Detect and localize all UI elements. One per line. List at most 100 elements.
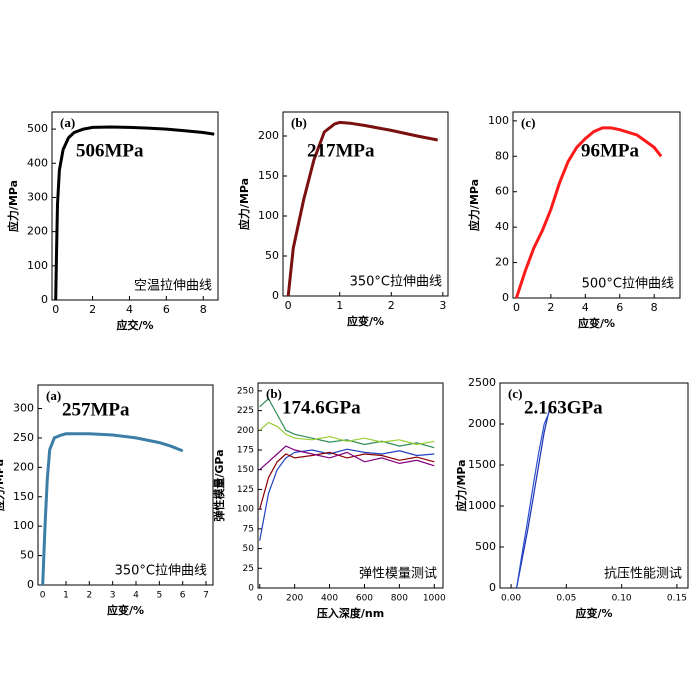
y-tick-label: 60	[495, 185, 509, 198]
x-axis-label: 应交/%	[116, 318, 153, 332]
plot-frame	[257, 382, 444, 589]
curve	[259, 397, 435, 449]
y-tick-label: 175	[237, 446, 254, 456]
y-axis-label: 应力/MPa	[237, 178, 251, 230]
y-tick-label: 125	[237, 485, 254, 495]
y-tick-label: 2000	[468, 417, 496, 430]
x-axis-label: 应变/%	[347, 314, 384, 328]
x-tick-label: 800	[391, 594, 408, 604]
curve	[259, 421, 435, 446]
y-tick-label: 300	[13, 402, 34, 415]
annotation: 96MPa	[581, 140, 640, 161]
curve	[259, 451, 435, 510]
y-tick-label: 200	[13, 460, 34, 473]
x-axis-label: 应变/%	[578, 316, 615, 330]
y-tick-label: 225	[237, 406, 254, 416]
curve	[516, 410, 551, 589]
caption: 350°C拉伸曲线	[350, 275, 442, 290]
y-axis-label: 应力/MPa	[467, 179, 481, 231]
y-axis-label: 应力/MPa	[454, 459, 468, 511]
plot-frame	[51, 111, 219, 301]
y-tick-label: 0	[272, 289, 279, 302]
x-tick-label: 4	[582, 301, 589, 314]
x-tick-label: 0.15	[667, 594, 687, 604]
y-tick-label: 25	[243, 564, 254, 574]
x-tick-label: 2	[86, 591, 92, 601]
x-tick-label: 200	[286, 594, 303, 604]
x-tick-label: 0.10	[612, 594, 632, 604]
x-tick-label: 1	[63, 591, 69, 601]
y-tick-label: 300	[27, 190, 48, 203]
y-tick-label: 250	[13, 431, 34, 444]
x-tick-label: 1	[336, 299, 343, 312]
x-axis-label: 应变/%	[575, 606, 612, 620]
caption: 空温拉伸曲线	[134, 279, 212, 294]
plot-frame	[37, 384, 214, 586]
x-tick-label: 8	[200, 303, 207, 316]
y-tick-label: 80	[495, 149, 509, 162]
x-tick-label: 0.00	[501, 594, 521, 604]
y-tick-label: 1000	[468, 499, 496, 512]
y-tick-label: 0	[489, 581, 496, 594]
curve	[259, 448, 435, 541]
y-tick-label: 75	[243, 524, 254, 534]
x-tick-label: 3	[439, 299, 446, 312]
panel-label: (a)	[60, 115, 75, 130]
y-tick-label: 500	[475, 540, 496, 553]
x-tick-label: 0	[40, 591, 46, 601]
panel-label: (b)	[266, 386, 282, 401]
caption: 抗压性能测试	[604, 567, 682, 582]
x-axis-label: 应变/%	[107, 603, 144, 617]
annotation: 174.6GPa	[282, 397, 361, 418]
x-tick-label: 2	[89, 303, 96, 316]
x-tick-label: 8	[651, 301, 658, 314]
caption: 500°C拉伸曲线	[582, 277, 674, 292]
plot-frame	[282, 111, 449, 297]
plot-frame	[499, 382, 689, 589]
y-tick-label: 50	[20, 549, 34, 562]
panel-label: (c)	[508, 386, 522, 401]
curve	[54, 125, 215, 301]
y-tick-label: 100	[27, 259, 48, 272]
y-tick-label: 40	[495, 220, 509, 233]
x-tick-label: 7	[203, 591, 209, 601]
x-tick-label: 0	[257, 594, 263, 604]
y-tick-label: 1500	[468, 458, 496, 471]
y-tick-label: 20	[495, 256, 509, 269]
x-axis-label: 压入深度/nm	[317, 606, 384, 620]
curve	[286, 120, 438, 297]
y-tick-label: 200	[258, 129, 279, 142]
panel-label: (b)	[291, 115, 307, 130]
y-tick-label: 0	[502, 291, 509, 304]
curve	[259, 445, 435, 471]
y-axis-label: 应力/MPa	[0, 459, 6, 511]
plot-frame	[512, 111, 681, 299]
curve	[516, 407, 551, 589]
y-tick-label: 100	[488, 114, 509, 127]
y-tick-label: 500	[27, 122, 48, 135]
y-axis-label: 弹性模量/GPa	[212, 449, 226, 521]
caption: 350°C拉伸曲线	[115, 564, 207, 579]
y-tick-label: 250	[237, 386, 254, 396]
y-tick-label: 150	[237, 465, 254, 475]
x-tick-label: 0	[513, 301, 520, 314]
x-tick-label: 0	[52, 303, 59, 316]
annotation: 217MPa	[307, 140, 375, 161]
x-tick-label: 0.05	[556, 594, 576, 604]
y-tick-label: 0	[27, 578, 34, 591]
y-tick-label: 100	[258, 209, 279, 222]
y-tick-label: 150	[258, 169, 279, 182]
y-tick-label: 200	[237, 426, 254, 436]
x-tick-label: 3	[110, 591, 116, 601]
x-tick-label: 6	[180, 591, 186, 601]
y-axis-label: 应力/MPa	[6, 180, 20, 232]
x-tick-label: 4	[126, 303, 133, 316]
x-tick-label: 600	[356, 594, 373, 604]
panel-label: (c)	[521, 115, 535, 130]
curve	[514, 126, 663, 299]
caption: 弹性模量测试	[359, 567, 437, 582]
curve	[41, 432, 184, 586]
annotation: 506MPa	[76, 140, 144, 161]
annotation: 257MPa	[62, 399, 130, 420]
